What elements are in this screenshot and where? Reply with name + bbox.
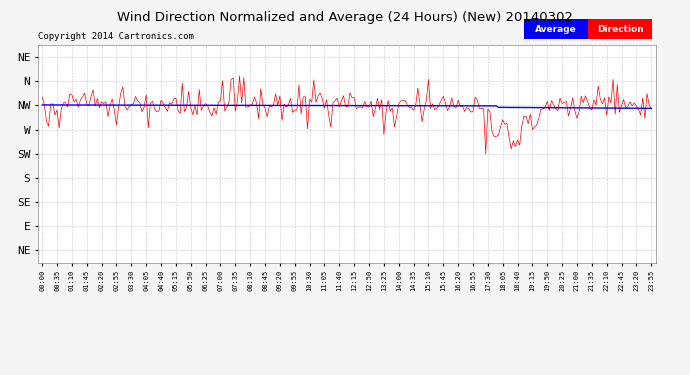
Text: Copyright 2014 Cartronics.com: Copyright 2014 Cartronics.com bbox=[38, 32, 194, 41]
Text: Direction: Direction bbox=[597, 25, 644, 34]
Text: Average: Average bbox=[535, 25, 578, 34]
FancyBboxPatch shape bbox=[524, 19, 588, 39]
Text: Wind Direction Normalized and Average (24 Hours) (New) 20140302: Wind Direction Normalized and Average (2… bbox=[117, 11, 573, 24]
FancyBboxPatch shape bbox=[588, 19, 652, 39]
